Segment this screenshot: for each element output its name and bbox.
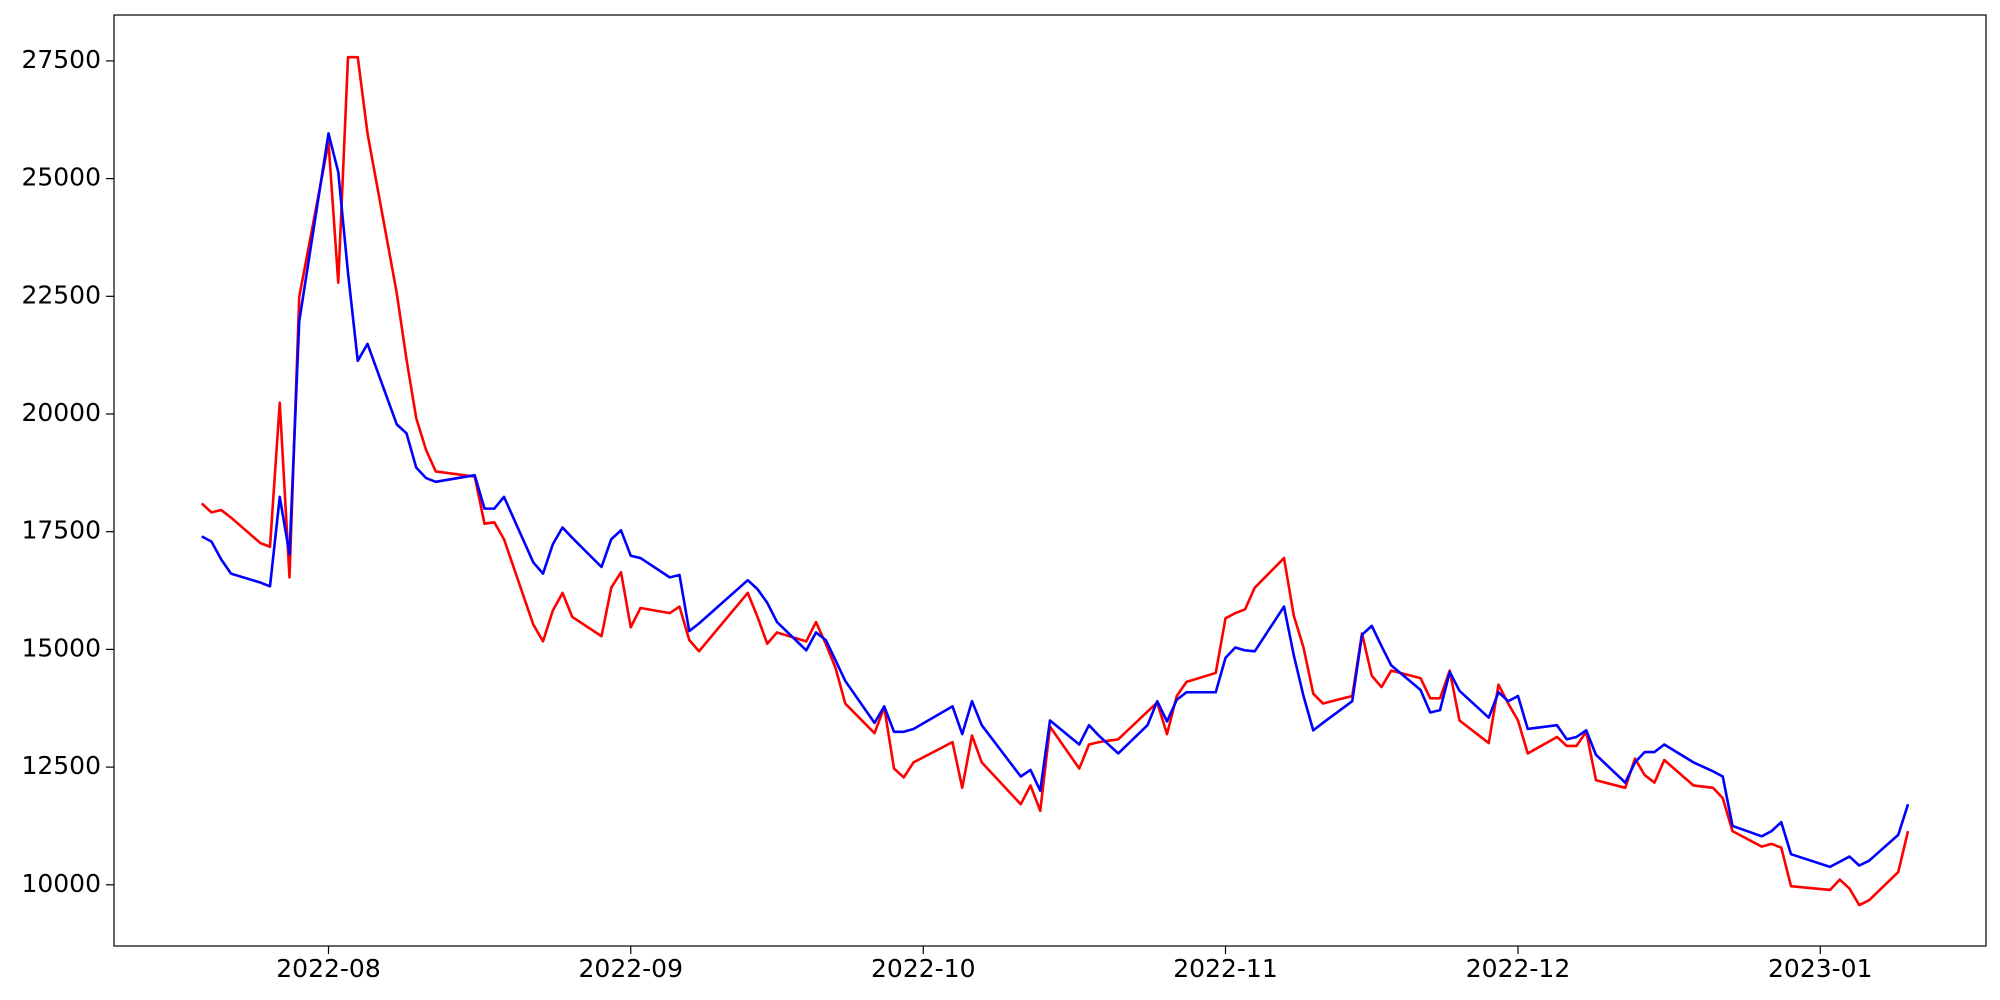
y-tick-label: 27500 — [21, 45, 101, 74]
y-tick-label: 12500 — [21, 751, 101, 780]
x-tick-label: 2023-01 — [1768, 954, 1872, 983]
series-line — [201, 132, 1910, 869]
y-tick-label: 20000 — [21, 398, 101, 427]
y-tick-label: 25000 — [21, 163, 101, 192]
y-tick-label: 22500 — [21, 280, 101, 309]
y-tick-label: 15000 — [21, 633, 101, 662]
x-tick-label: 2022-12 — [1466, 954, 1570, 983]
y-tick-label: 10000 — [21, 869, 101, 898]
series-line — [200, 55, 1910, 907]
plot-frame — [113, 14, 1987, 947]
x-tick-label: 2022-11 — [1173, 954, 1277, 983]
x-tick-label: 2022-10 — [871, 954, 975, 983]
x-tick-label: 2022-09 — [579, 954, 683, 983]
y-tick-label: 17500 — [21, 516, 101, 545]
x-tick-label: 2022-08 — [276, 954, 380, 983]
